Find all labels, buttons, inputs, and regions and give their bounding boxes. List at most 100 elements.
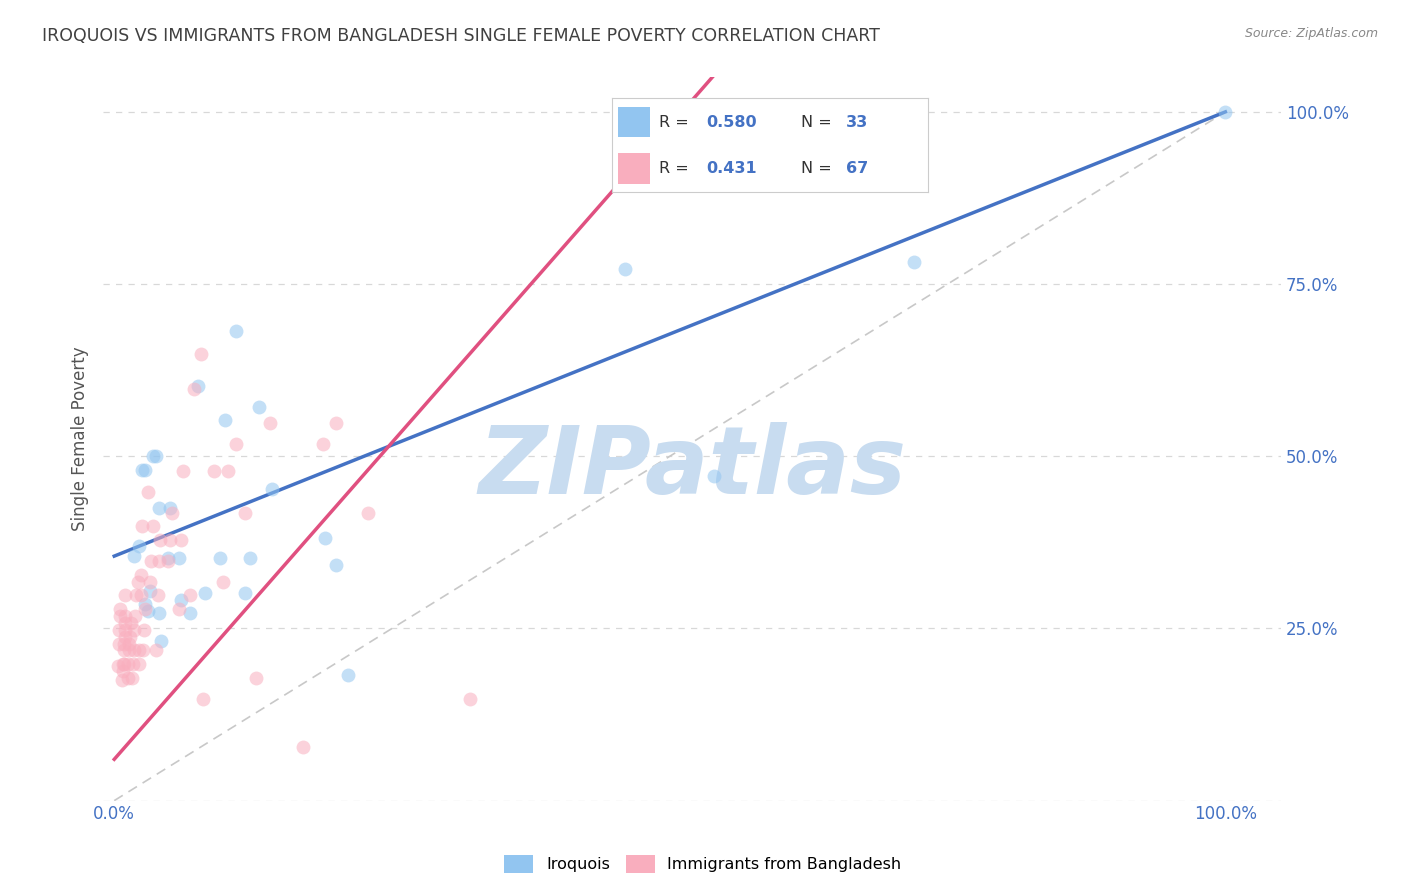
Point [167, 551, 190, 566]
Point [128, 643, 150, 657]
Point [114, 588, 136, 602]
Point [145, 449, 167, 463]
Point [112, 657, 135, 672]
Point [124, 609, 146, 624]
Text: IROQUOIS VS IMMIGRANTS FROM BANGLADESH SINGLE FEMALE POVERTY CORRELATION CHART: IROQUOIS VS IMMIGRANTS FROM BANGLADESH S… [42, 27, 880, 45]
Text: R =: R = [659, 114, 695, 129]
Point [159, 500, 181, 515]
Point [190, 347, 212, 361]
Point [139, 583, 162, 598]
Point [179, 607, 201, 621]
Point [235, 585, 257, 599]
Point [314, 531, 336, 545]
Point [118, 643, 141, 657]
Point [187, 379, 209, 393]
Point [128, 657, 150, 672]
Point [156, 554, 179, 568]
Point [117, 671, 139, 685]
Point [170, 533, 193, 548]
Point [117, 657, 139, 672]
Text: 0.431: 0.431 [707, 161, 758, 177]
Point [112, 637, 135, 651]
Point [136, 604, 159, 618]
Point [149, 633, 172, 648]
Point [129, 588, 152, 602]
Text: Source: ZipAtlas.com: Source: ZipAtlas.com [1244, 27, 1378, 40]
Point [614, 261, 637, 276]
Y-axis label: Single Female Poverty: Single Female Poverty [72, 347, 89, 532]
Point [1215, 104, 1237, 119]
Text: 33: 33 [846, 114, 868, 129]
Point [108, 602, 131, 616]
Legend: Iroquois, Immigrants from Bangladesh: Iroquois, Immigrants from Bangladesh [498, 848, 908, 880]
Point [125, 588, 148, 602]
Point [179, 588, 201, 602]
Point [225, 324, 247, 338]
Point [336, 668, 359, 682]
Point [312, 437, 335, 451]
Point [260, 483, 283, 497]
Point [114, 609, 136, 624]
Point [247, 400, 270, 414]
Point [136, 485, 159, 500]
Point [149, 533, 172, 548]
Point [146, 588, 169, 602]
Point [134, 597, 156, 611]
Point [121, 671, 143, 685]
Point [170, 592, 193, 607]
Point [114, 630, 136, 644]
Point [114, 623, 136, 637]
Point [131, 463, 153, 477]
Point [127, 574, 149, 589]
Point [167, 602, 190, 616]
Point [122, 643, 145, 657]
Point [259, 416, 281, 430]
Point [245, 671, 267, 685]
Point [156, 551, 179, 566]
Text: R =: R = [659, 161, 695, 177]
Point [194, 585, 217, 599]
Point [356, 506, 378, 520]
Text: ZIPatlas: ZIPatlas [478, 422, 905, 514]
Point [114, 615, 136, 630]
Point [112, 657, 135, 672]
Text: N =: N = [801, 161, 838, 177]
Point [235, 506, 257, 520]
Point [172, 464, 194, 478]
Point [212, 574, 235, 589]
Point [134, 623, 156, 637]
Point [208, 551, 231, 566]
Point [118, 637, 141, 651]
Point [703, 468, 725, 483]
Point [108, 609, 131, 624]
Text: N =: N = [801, 114, 838, 129]
Point [112, 664, 135, 678]
Point [239, 551, 262, 566]
FancyBboxPatch shape [619, 153, 650, 185]
Point [107, 659, 129, 673]
Point [142, 449, 165, 463]
Point [134, 463, 156, 477]
Point [458, 691, 481, 706]
Point [120, 615, 142, 630]
Point [145, 643, 167, 657]
Point [225, 437, 247, 451]
Point [122, 623, 145, 637]
Point [131, 519, 153, 533]
Point [134, 602, 156, 616]
Point [111, 673, 134, 687]
Point [122, 549, 145, 563]
Text: 67: 67 [846, 161, 868, 177]
Point [183, 382, 205, 396]
Point [107, 637, 129, 651]
Point [148, 554, 170, 568]
Point [191, 691, 214, 706]
Point [122, 657, 145, 672]
Point [292, 739, 315, 754]
Point [159, 533, 181, 548]
Point [129, 567, 152, 582]
Text: 0.580: 0.580 [707, 114, 758, 129]
Point [160, 506, 183, 520]
Point [217, 464, 239, 478]
Point [128, 539, 150, 553]
